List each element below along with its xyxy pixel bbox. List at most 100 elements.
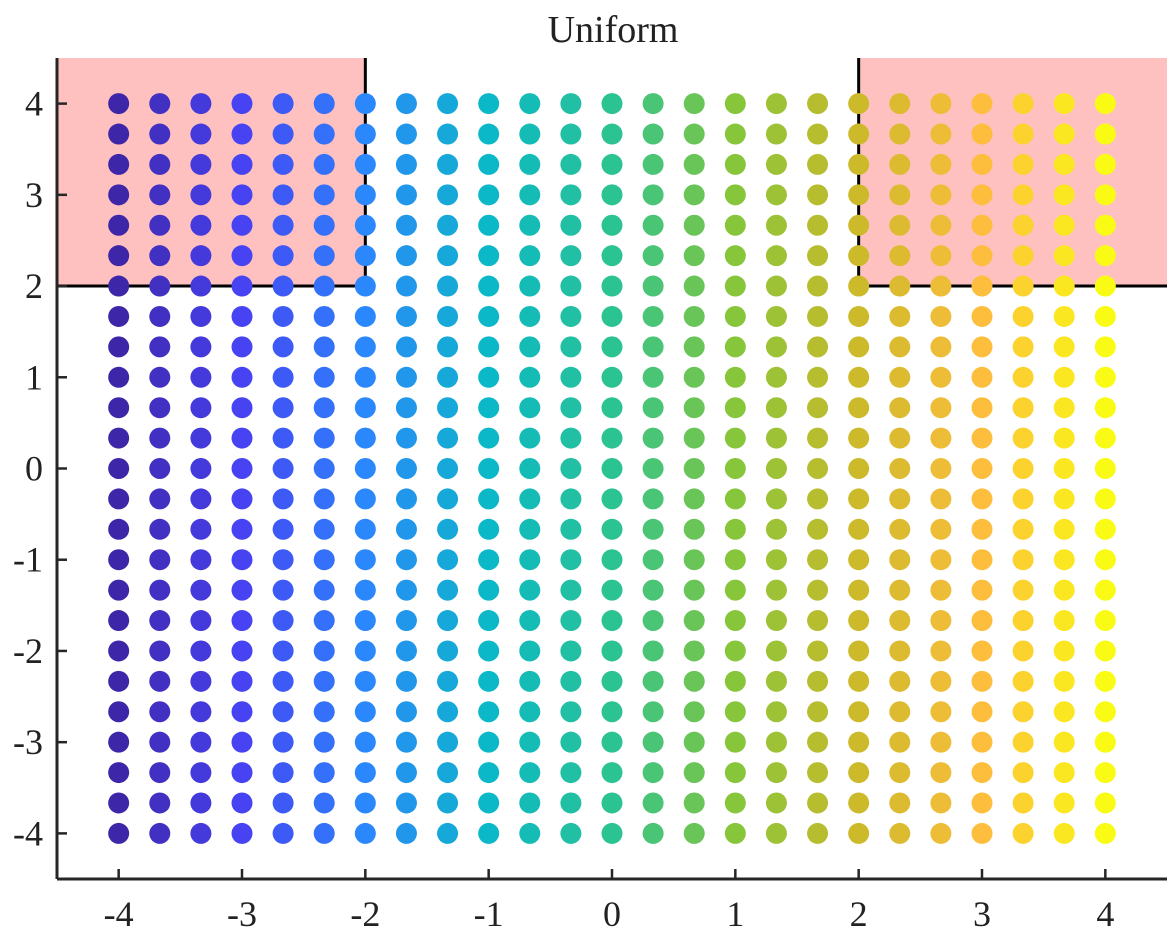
scatter-point [437,427,459,449]
scatter-point [889,275,911,297]
scatter-point [313,762,335,784]
scatter-point [478,153,500,175]
scatter-point [560,305,582,327]
scatter-point [601,731,623,753]
scatter-point [560,458,582,479]
scatter-point [1012,579,1034,601]
scatter-point [519,214,541,236]
scatter-point [560,731,582,753]
scatter-point [478,579,500,601]
scatter-point [765,640,787,662]
scatter-point [149,245,171,267]
scatter-point [519,427,541,449]
scatter-point [519,701,541,723]
scatter-point [765,336,787,358]
scatter-point [930,153,952,175]
scatter-point [231,762,253,784]
y-axis-ticks: -4 -3 -2 -1 0 1 2 3 4 [13,84,67,853]
scatter-point [519,336,541,358]
scatter-point [601,640,623,662]
scatter-point [149,458,171,479]
scatter-point [354,366,376,388]
scatter-point [1094,579,1116,601]
scatter-point [642,518,664,540]
scatter-point [889,762,911,784]
y-tick-label: 4 [25,84,43,124]
scatter-point [437,153,459,175]
scatter-point [478,214,500,236]
y-tick-label: 3 [25,175,43,215]
scatter-point [108,762,130,784]
scatter-point [848,153,870,175]
scatter-point [601,792,623,814]
scatter-point [724,397,746,419]
scatter-point [149,184,171,206]
scatter-point [354,184,376,206]
scatter-point [971,397,993,419]
scatter-point [642,153,664,175]
scatter-point [560,670,582,692]
scatter-point [149,427,171,449]
scatter-point [601,275,623,297]
scatter-point [231,184,253,206]
scatter-point [601,214,623,236]
scatter-point [108,640,130,662]
scatter-point [560,123,582,145]
scatter-point [1053,275,1075,297]
scatter-point [807,366,829,388]
scatter-point [807,488,829,510]
scatter-point [971,123,993,145]
scatter-point [683,305,705,327]
scatter-point [848,762,870,784]
scatter-point [724,123,746,145]
scatter-point [108,397,130,419]
scatter-point [519,458,541,479]
scatter-point [354,214,376,236]
scatter-point [1053,701,1075,723]
scatter-point [807,123,829,145]
scatter-point [683,822,705,844]
scatter-point [190,427,212,449]
scatter-point [971,762,993,784]
scatter-point [724,245,746,267]
scatter-point [231,214,253,236]
scatter-point [848,93,870,115]
scatter-point [1012,458,1034,479]
scatter-point [1094,275,1116,297]
scatter-point [1053,731,1075,753]
scatter-point [354,762,376,784]
scatter-point [354,336,376,358]
scatter-point [642,792,664,814]
scatter-point [601,762,623,784]
scatter-point [1094,397,1116,419]
scatter-point [354,549,376,571]
scatter-point [478,397,500,419]
scatter-point [149,153,171,175]
scatter-point [848,640,870,662]
scatter-point [395,275,417,297]
scatter-point [848,275,870,297]
scatter-point [930,336,952,358]
scatter-point [1053,518,1075,540]
y-tick-label: 1 [25,357,43,397]
scatter-point [1094,427,1116,449]
scatter-point [930,670,952,692]
scatter-point [807,579,829,601]
scatter-point [149,701,171,723]
scatter-point [848,518,870,540]
scatter-point [1094,701,1116,723]
scatter-point [601,458,623,479]
scatter-point [395,701,417,723]
scatter-point [478,731,500,753]
scatter-point [807,305,829,327]
scatter-point [231,822,253,844]
scatter-point [1094,458,1116,479]
scatter-point [395,458,417,479]
scatter-point [478,427,500,449]
scatter-point [765,792,787,814]
scatter-point [354,640,376,662]
scatter-point [437,670,459,692]
scatter-point [971,184,993,206]
scatter-point [848,458,870,479]
scatter-point [190,336,212,358]
